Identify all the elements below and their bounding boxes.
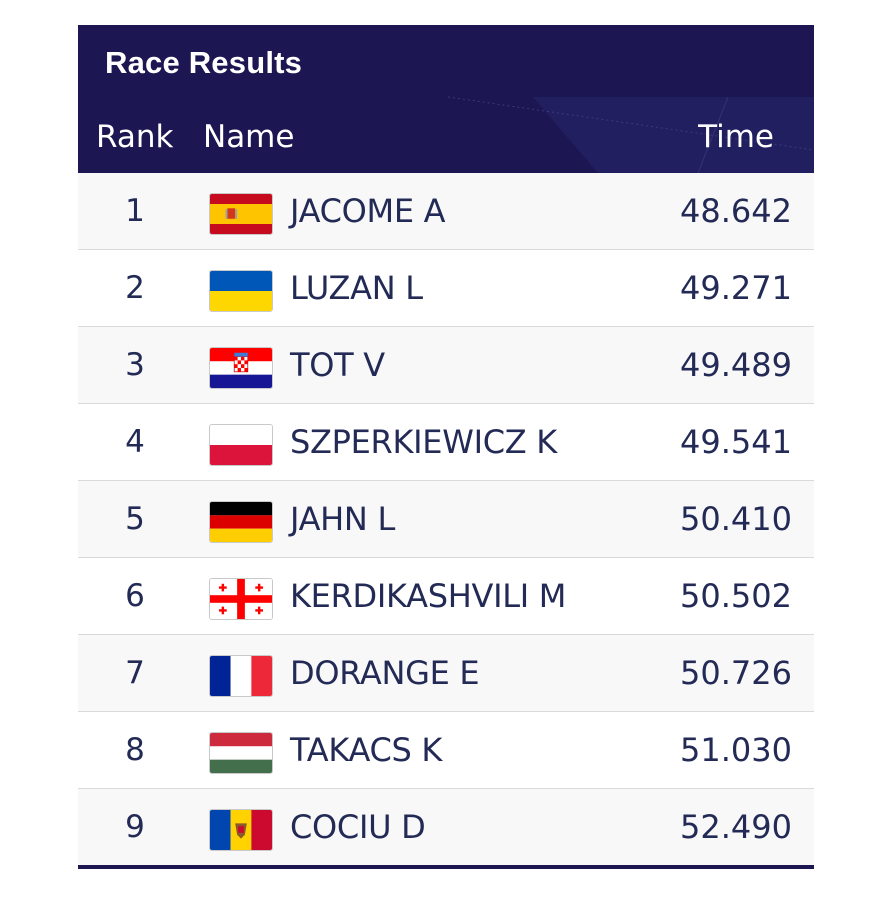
athlete-name: JAHN L (290, 500, 395, 538)
germany-flag-icon (209, 501, 273, 543)
results-table: 1 JACOME A 48.642 2 (78, 173, 814, 865)
rank-cell: 3 (125, 347, 145, 383)
rank-cell: 4 (125, 424, 145, 460)
athlete-name: COCIU D (290, 808, 426, 846)
spain-flag-icon (209, 193, 273, 235)
race-time: 49.541 (680, 423, 792, 461)
race-time: 49.489 (680, 346, 792, 384)
croatia-flag-icon (209, 347, 273, 389)
table-row[interactable]: 3 TOT V 49.48 (78, 327, 814, 404)
poland-flag-icon (209, 424, 273, 466)
page-title: Race Results (105, 45, 303, 80)
column-header-name: Name (203, 119, 295, 155)
column-header-time: Time (698, 119, 774, 155)
table-row[interactable]: 5 JAHN L 50.410 (78, 481, 814, 558)
table-row[interactable]: 9 COCIU D 52.490 (78, 789, 814, 865)
rank-cell: 1 (125, 193, 145, 229)
athlete-name: LUZAN L (290, 269, 423, 307)
athlete-name: KERDIKASHVILI M (290, 577, 567, 615)
athlete-name: TAKACS K (290, 731, 443, 769)
rank-cell: 5 (125, 501, 145, 537)
athlete-name: SZPERKIEWICZ K (290, 423, 557, 461)
race-time: 49.271 (680, 269, 792, 307)
table-row[interactable]: 2 LUZAN L 49.271 (78, 250, 814, 327)
rank-cell: 9 (125, 809, 145, 845)
athlete-name: JACOME A (290, 192, 446, 230)
table-row[interactable]: 8 TAKACS K 51.030 (78, 712, 814, 789)
race-time: 51.030 (680, 731, 792, 769)
ukraine-flag-icon (209, 270, 273, 312)
results-header: Race Results Rank Name Time (78, 25, 814, 173)
rank-cell: 7 (125, 655, 145, 691)
moldova-flag-icon (209, 809, 273, 851)
rank-cell: 8 (125, 732, 145, 768)
race-time: 52.490 (680, 808, 792, 846)
table-row[interactable]: 6 KERDIKASHVILI M 50.502 (78, 558, 814, 635)
rank-cell: 2 (125, 270, 145, 306)
athlete-name: TOT V (290, 346, 385, 384)
table-row[interactable]: 4 SZPERKIEWICZ K 49.541 (78, 404, 814, 481)
france-flag-icon (209, 655, 273, 697)
race-time: 50.410 (680, 500, 792, 538)
column-header-rank: Rank (96, 119, 174, 155)
race-time: 50.502 (680, 577, 792, 615)
hungary-flag-icon (209, 732, 273, 774)
rank-cell: 6 (125, 578, 145, 614)
table-row[interactable]: 7 DORANGE E 50.726 (78, 635, 814, 712)
race-results-panel: Race Results Rank Name Time 1 JACOME A 4… (78, 25, 814, 869)
race-time: 50.726 (680, 654, 792, 692)
table-row[interactable]: 1 JACOME A 48.642 (78, 173, 814, 250)
header-decoration (447, 96, 814, 173)
race-time: 48.642 (680, 192, 792, 230)
table-bottom-border (78, 865, 814, 869)
athlete-name: DORANGE E (290, 654, 480, 692)
georgia-flag-icon (209, 578, 273, 620)
